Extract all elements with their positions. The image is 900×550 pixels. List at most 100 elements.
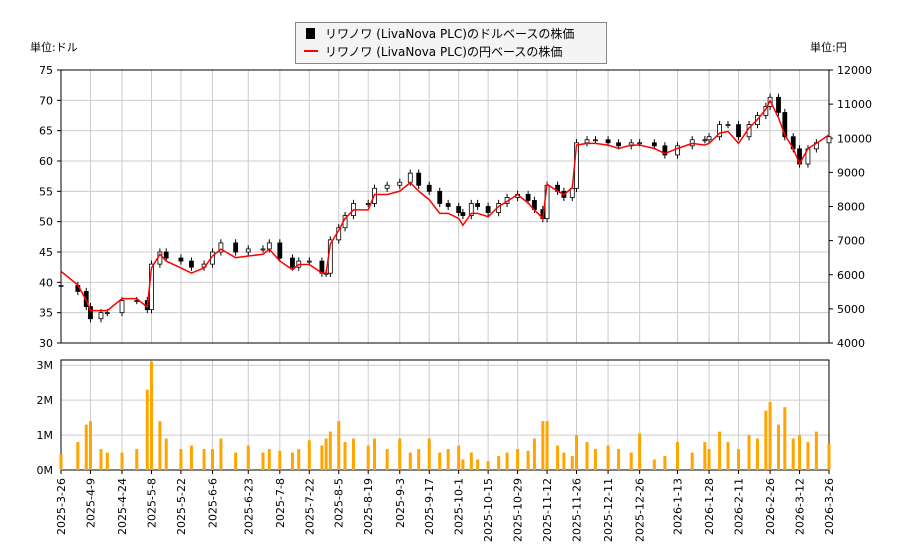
volume-bar: [764, 410, 768, 470]
y-tick-label-right: 6000: [837, 269, 865, 282]
volume-tick-label: 0M: [37, 464, 54, 477]
x-tick-label: 2025-9-17: [423, 478, 436, 535]
x-tick-label: 2025-7-22: [303, 478, 316, 535]
volume-bar: [149, 361, 153, 470]
left-unit-label: 単位:ドル: [30, 41, 78, 54]
candle-body: [306, 260, 312, 263]
volume-bar: [408, 452, 412, 470]
candle-body: [702, 139, 708, 142]
volume-bar: [606, 445, 610, 470]
candle-body: [437, 190, 443, 204]
volume-bar: [297, 449, 301, 470]
candle-body: [475, 203, 481, 207]
volume-bar: [261, 452, 265, 470]
x-tick-label: 2025-8-5: [333, 478, 346, 528]
volume-bar: [135, 449, 139, 470]
y-tick-label-right: 4000: [837, 337, 865, 350]
volume-bar: [806, 442, 810, 470]
legend-label-usd: リワノワ (LivaNova PLC)のドルベースの株価: [325, 27, 575, 41]
volume-bar: [99, 449, 103, 470]
y-tick-label-right: 12000: [837, 64, 872, 77]
volume-bar: [585, 442, 589, 470]
volume-bar: [505, 452, 509, 470]
volume-bar: [337, 421, 341, 470]
volume-bar: [457, 445, 461, 470]
candle-body: [706, 136, 712, 141]
x-tick-label: 2025-3-26: [55, 478, 68, 535]
candle-body: [605, 139, 611, 144]
volume-bar: [324, 438, 328, 470]
x-tick-label: 2025-11-26: [571, 478, 584, 542]
x-tick-label: 2025-6-6: [206, 478, 219, 528]
x-tick-label: 2026-2-26: [764, 478, 777, 535]
candle-body: [384, 184, 390, 189]
y-tick-label-left: 60: [39, 155, 53, 168]
volume-bar: [290, 452, 294, 470]
volume-bar: [202, 449, 206, 470]
candle-body: [426, 184, 432, 192]
volume-bar: [461, 459, 465, 470]
volume-bar: [320, 445, 324, 470]
volume-bar: [145, 389, 149, 470]
y-tick-label-right: 5000: [837, 303, 865, 316]
x-tick-label: 2025-12-11: [602, 478, 615, 542]
volume-bar: [783, 407, 787, 470]
y-tick-label-right: 11000: [837, 98, 872, 111]
legend-item-usd: リワノワ (LivaNova PLC)のドルベースの株価: [304, 25, 574, 43]
volume-bar: [351, 438, 355, 470]
legend: リワノワ (LivaNova PLC)のドルベースの株価 リワノワ (LivaN…: [295, 22, 607, 64]
candle-body: [637, 142, 643, 145]
y-tick-label-left: 30: [39, 337, 53, 350]
x-tick-label: 2025-12-26: [634, 478, 647, 542]
volume-bar: [593, 449, 597, 470]
legend-item-jpy: リワノワ (LivaNova PLC)の円ベースの株価: [304, 43, 562, 61]
right-unit-label: 単位:円: [810, 41, 847, 54]
candle-body: [178, 257, 184, 262]
volume-bar: [570, 456, 574, 470]
candle-body: [651, 142, 657, 147]
volume-bar: [438, 452, 442, 470]
volume-bar: [328, 431, 332, 470]
candle-body: [782, 112, 788, 138]
candle-body: [460, 212, 466, 216]
volume-bar: [120, 452, 124, 470]
y-tick-label-right: 7000: [837, 235, 865, 248]
candle-body: [776, 96, 781, 113]
volume-bar: [84, 424, 88, 470]
volume-bar: [747, 435, 751, 470]
y-tick-label-left: 45: [39, 246, 53, 259]
volume-bar: [234, 452, 238, 470]
volume-bar: [777, 424, 781, 470]
candle-body: [736, 124, 741, 138]
volume-bar: [267, 449, 271, 470]
volume-bar: [652, 459, 656, 470]
volume-bar: [541, 421, 545, 470]
candle-body: [189, 260, 194, 268]
candle-body: [584, 139, 590, 144]
volume-bar: [768, 401, 772, 470]
y-tick-label-left: 70: [39, 94, 53, 107]
candle-body: [233, 242, 239, 253]
candle-body: [277, 242, 283, 259]
candle-body: [397, 181, 403, 186]
price-plot-frame: [60, 69, 830, 344]
volume-bar: [629, 452, 633, 470]
volume-bar: [476, 459, 480, 470]
candle-body: [525, 193, 531, 201]
x-tick-label: 2025-10-29: [512, 478, 525, 542]
volume-bar: [663, 456, 667, 470]
volume-bar: [417, 449, 421, 470]
volume-bar: [179, 449, 183, 470]
candle-body: [485, 206, 491, 213]
volume-bar: [707, 449, 711, 470]
volume-bar: [189, 445, 193, 470]
volume-bar: [427, 438, 431, 470]
candle-body: [468, 203, 474, 216]
y-tick-label-right: 10000: [837, 132, 872, 145]
legend-swatch-black: [306, 28, 315, 39]
candle-body: [593, 139, 598, 142]
volume-bar: [59, 454, 63, 470]
volume-bar: [307, 440, 311, 470]
